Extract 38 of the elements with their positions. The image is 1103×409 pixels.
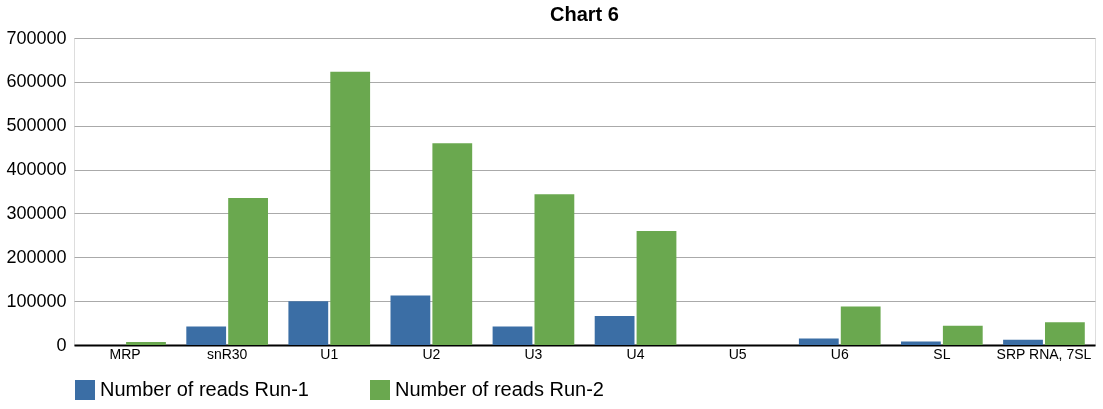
bar <box>901 341 941 345</box>
y-tick-label: 300000 <box>6 202 67 223</box>
bar <box>390 295 431 345</box>
bar <box>798 338 839 345</box>
bar <box>228 198 268 345</box>
bar <box>1003 339 1043 345</box>
x-tick-label: U5 <box>728 345 747 362</box>
legend-label: Number of reads Run-1 <box>100 378 309 400</box>
y-tick-label: 100000 <box>6 290 67 311</box>
x-tick-label: snR30 <box>206 345 248 362</box>
y-tick-label: 0 <box>56 334 67 355</box>
chart-title: Chart 6 <box>550 3 619 25</box>
bar <box>840 306 881 345</box>
bar <box>330 71 371 345</box>
bar <box>534 194 575 345</box>
bar <box>288 301 329 345</box>
x-tick-label: U4 <box>626 345 645 362</box>
bar <box>1045 322 1085 345</box>
bar <box>492 326 533 345</box>
y-tick-label: 600000 <box>6 71 67 92</box>
x-tick-label: U2 <box>422 345 441 362</box>
bar <box>126 341 166 345</box>
bar <box>636 230 677 345</box>
y-tick-label: 200000 <box>6 246 67 267</box>
x-tick-label: SL <box>933 345 951 362</box>
legend-label: Number of reads Run-2 <box>395 378 604 400</box>
y-tick-label: 700000 <box>6 27 67 48</box>
x-tick-label: SRP RNA, 7SL <box>996 345 1092 362</box>
y-tick-label: 500000 <box>6 115 67 136</box>
bar <box>432 143 473 345</box>
y-tick-label: 400000 <box>6 159 67 180</box>
bar <box>186 326 227 345</box>
x-tick-label: U6 <box>830 345 849 362</box>
bar <box>594 316 635 345</box>
x-tick-label: U3 <box>524 345 543 362</box>
x-tick-label: U1 <box>320 345 339 362</box>
bar <box>942 325 983 345</box>
x-tick-label: MRP <box>109 345 141 362</box>
